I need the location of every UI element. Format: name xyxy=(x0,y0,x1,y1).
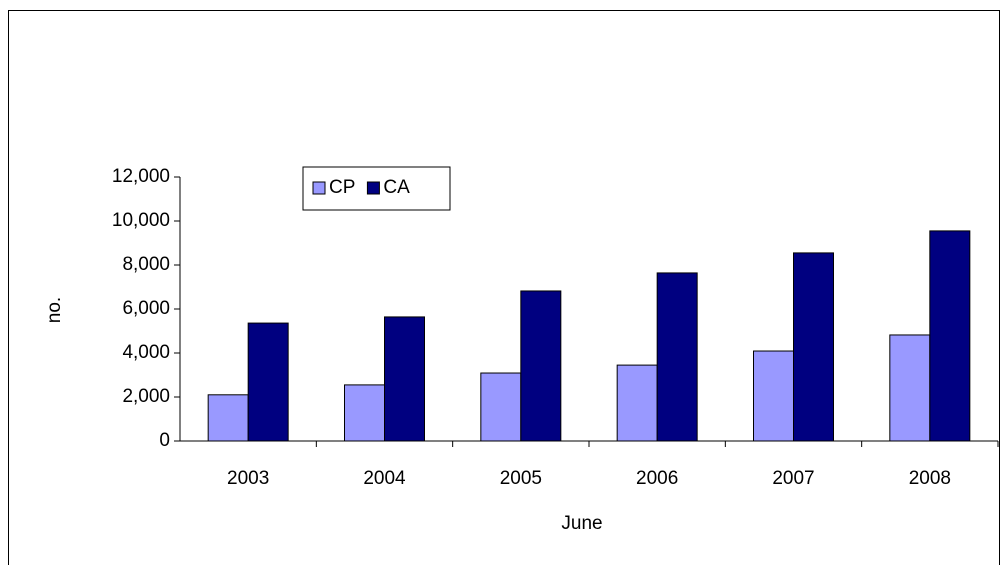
x-tick-label: 2003 xyxy=(227,468,269,489)
bar xyxy=(889,334,931,442)
legend-swatch xyxy=(366,181,380,195)
x-tick-label: 2008 xyxy=(909,468,951,489)
legend-label: CA xyxy=(383,177,410,198)
y-tick-label: 4,000 xyxy=(122,342,170,363)
x-axis-label: June xyxy=(561,513,602,534)
legend-swatch xyxy=(312,181,326,195)
bar xyxy=(207,394,249,442)
bar xyxy=(520,290,562,442)
bar xyxy=(247,322,289,442)
chart-frame xyxy=(8,10,1000,570)
y-tick-label: 6,000 xyxy=(122,298,170,319)
y-tick-label: 0 xyxy=(159,430,170,451)
y-tick-label: 10,000 xyxy=(112,210,170,231)
bar xyxy=(384,316,425,442)
y-tick-label: 12,000 xyxy=(112,166,170,187)
bar xyxy=(344,384,385,442)
x-tick-label: 2007 xyxy=(772,468,814,489)
bar xyxy=(480,372,522,442)
x-tick-label: 2005 xyxy=(500,468,542,489)
bar xyxy=(656,272,698,442)
x-tick-label: 2004 xyxy=(363,468,406,489)
y-tick-label: 8,000 xyxy=(122,254,170,275)
legend-label: CP xyxy=(329,177,355,198)
bar xyxy=(616,364,658,442)
bar xyxy=(793,252,834,442)
bar xyxy=(929,230,971,442)
bar xyxy=(753,350,794,442)
y-tick-label: 2,000 xyxy=(122,386,170,407)
y-axis-label: no. xyxy=(44,297,65,323)
x-tick-label: 2006 xyxy=(636,468,678,489)
